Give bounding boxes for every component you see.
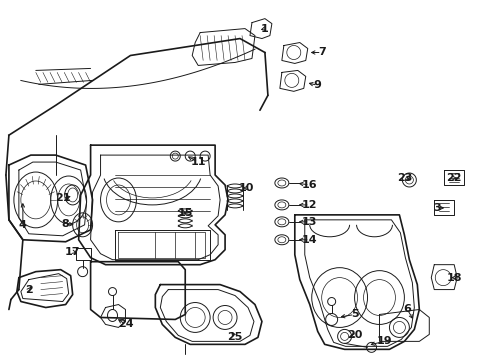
Text: 13: 13 <box>302 217 317 227</box>
Text: 12: 12 <box>302 200 317 210</box>
Text: 24: 24 <box>118 319 133 329</box>
Text: 17: 17 <box>65 247 80 257</box>
Text: 7: 7 <box>317 48 325 58</box>
Text: 5: 5 <box>350 310 358 319</box>
Text: 19: 19 <box>376 336 391 346</box>
Text: 11: 11 <box>190 157 205 167</box>
Text: 25: 25 <box>227 332 242 342</box>
Text: 2: 2 <box>25 284 33 294</box>
Text: 16: 16 <box>301 180 317 190</box>
Text: 23: 23 <box>396 173 411 183</box>
Text: 21: 21 <box>55 193 70 203</box>
Text: 6: 6 <box>403 305 410 315</box>
Text: 1: 1 <box>261 24 268 33</box>
Text: 9: 9 <box>313 80 321 90</box>
Text: 22: 22 <box>446 173 461 183</box>
Text: 3: 3 <box>432 203 440 213</box>
Text: 4: 4 <box>19 220 27 230</box>
Text: 14: 14 <box>301 235 317 245</box>
Text: 8: 8 <box>61 219 69 229</box>
Text: 18: 18 <box>446 273 461 283</box>
Text: 15: 15 <box>177 208 193 218</box>
Text: 20: 20 <box>346 330 362 341</box>
Text: 10: 10 <box>238 183 253 193</box>
